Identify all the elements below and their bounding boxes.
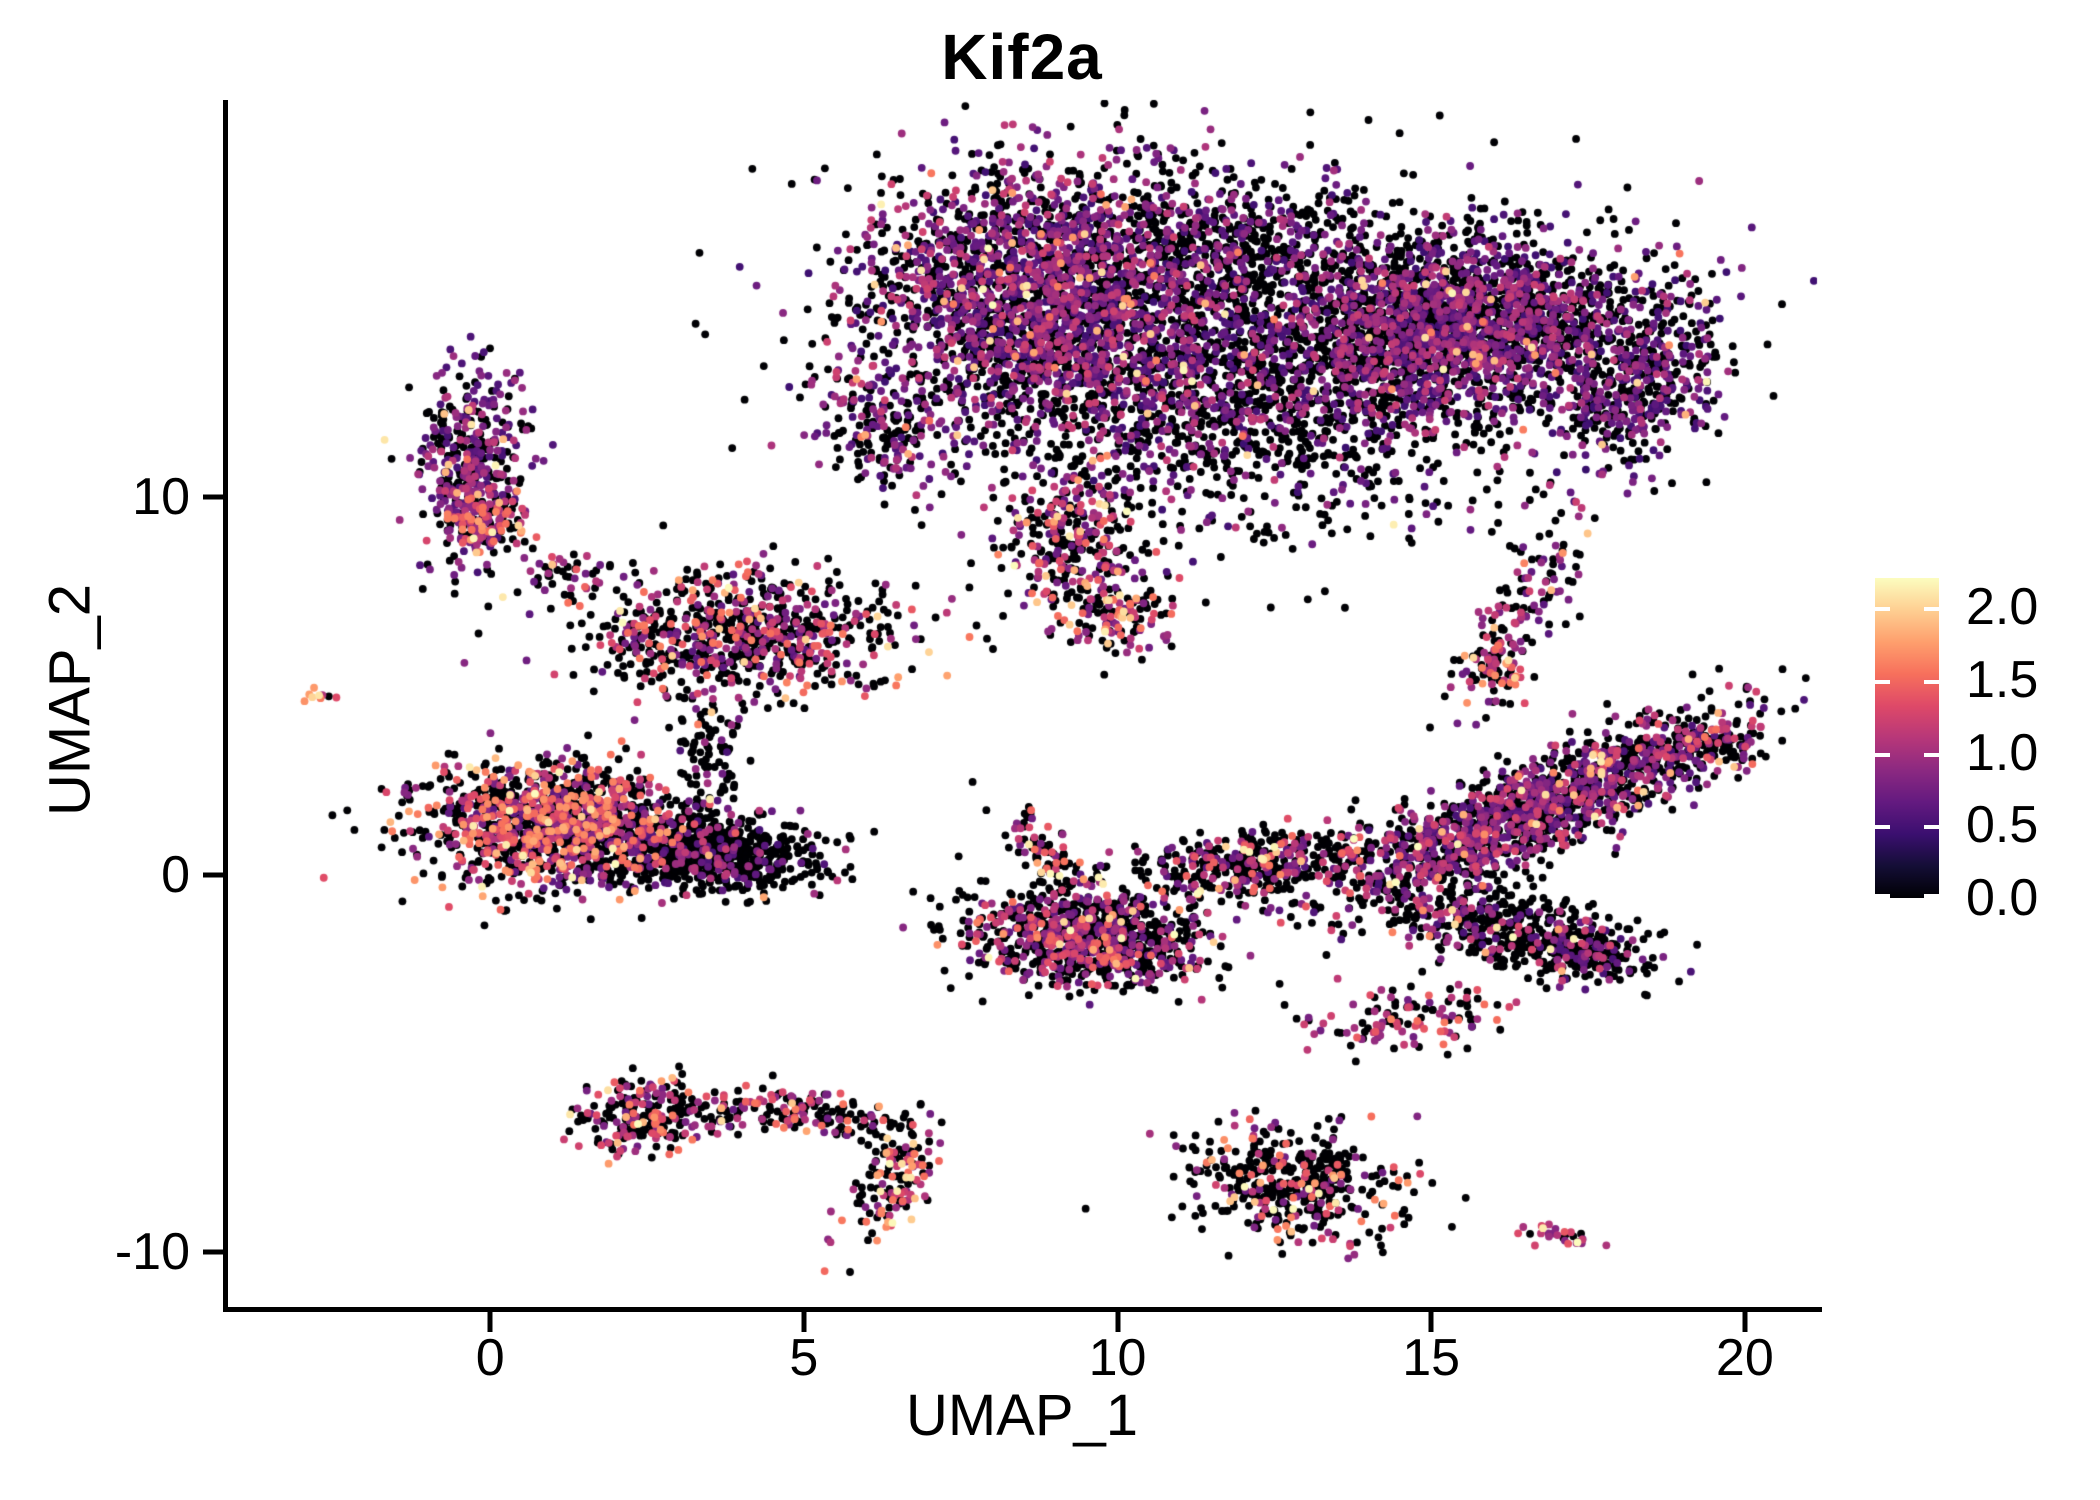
colorbar-tick-mark xyxy=(1875,894,1890,898)
y-tick-label: 10 xyxy=(132,468,190,527)
x-tick-label: 15 xyxy=(1402,1329,1461,1387)
y-tick-mark xyxy=(203,1249,223,1255)
colorbar-tick-mark xyxy=(1924,825,1939,830)
colorbar-tick-label: 0.0 xyxy=(1966,869,2039,927)
y-tick-label: -10 xyxy=(114,1223,190,1282)
x-tick-mark xyxy=(487,1312,493,1332)
colorbar xyxy=(1875,578,1939,898)
plot-title: Kif2a xyxy=(941,21,1103,93)
x-tick-label: 20 xyxy=(1715,1329,1774,1387)
y-axis-line xyxy=(223,100,228,1312)
colorbar-tick-label: 1.5 xyxy=(1966,650,2039,709)
colorbar-tick-label: 1.0 xyxy=(1966,723,2039,782)
x-tick-mark xyxy=(801,1312,807,1332)
colorbar-tick-label: 0.5 xyxy=(1966,796,2039,855)
x-axis-line xyxy=(223,1307,1822,1312)
x-tick-mark xyxy=(1428,1312,1434,1332)
y-axis-title: UMAP_2 xyxy=(37,583,103,817)
colorbar-tick-mark xyxy=(1924,752,1939,757)
colorbar-tick-mark xyxy=(1875,752,1890,757)
colorbar-tick-mark xyxy=(1924,894,1939,898)
y-tick-label: 0 xyxy=(161,845,190,904)
x-tick-label: 5 xyxy=(789,1329,819,1387)
colorbar-tick-mark xyxy=(1875,679,1890,684)
colorbar-tick-mark xyxy=(1924,607,1939,612)
x-tick-label: 10 xyxy=(1088,1329,1147,1387)
colorbar-tick-mark xyxy=(1875,825,1890,830)
x-tick-mark xyxy=(1742,1312,1748,1332)
colorbar-tick-mark xyxy=(1875,607,1890,612)
y-tick-mark xyxy=(203,872,223,878)
colorbar-tick-label: 2.0 xyxy=(1966,578,2039,637)
x-tick-label: 0 xyxy=(475,1329,505,1387)
x-tick-mark xyxy=(1115,1312,1121,1332)
colorbar-gradient xyxy=(1875,578,1939,898)
x-axis-title: UMAP_1 xyxy=(905,1383,1139,1448)
colorbar-tick-mark xyxy=(1924,679,1939,684)
y-tick-mark xyxy=(203,494,223,500)
